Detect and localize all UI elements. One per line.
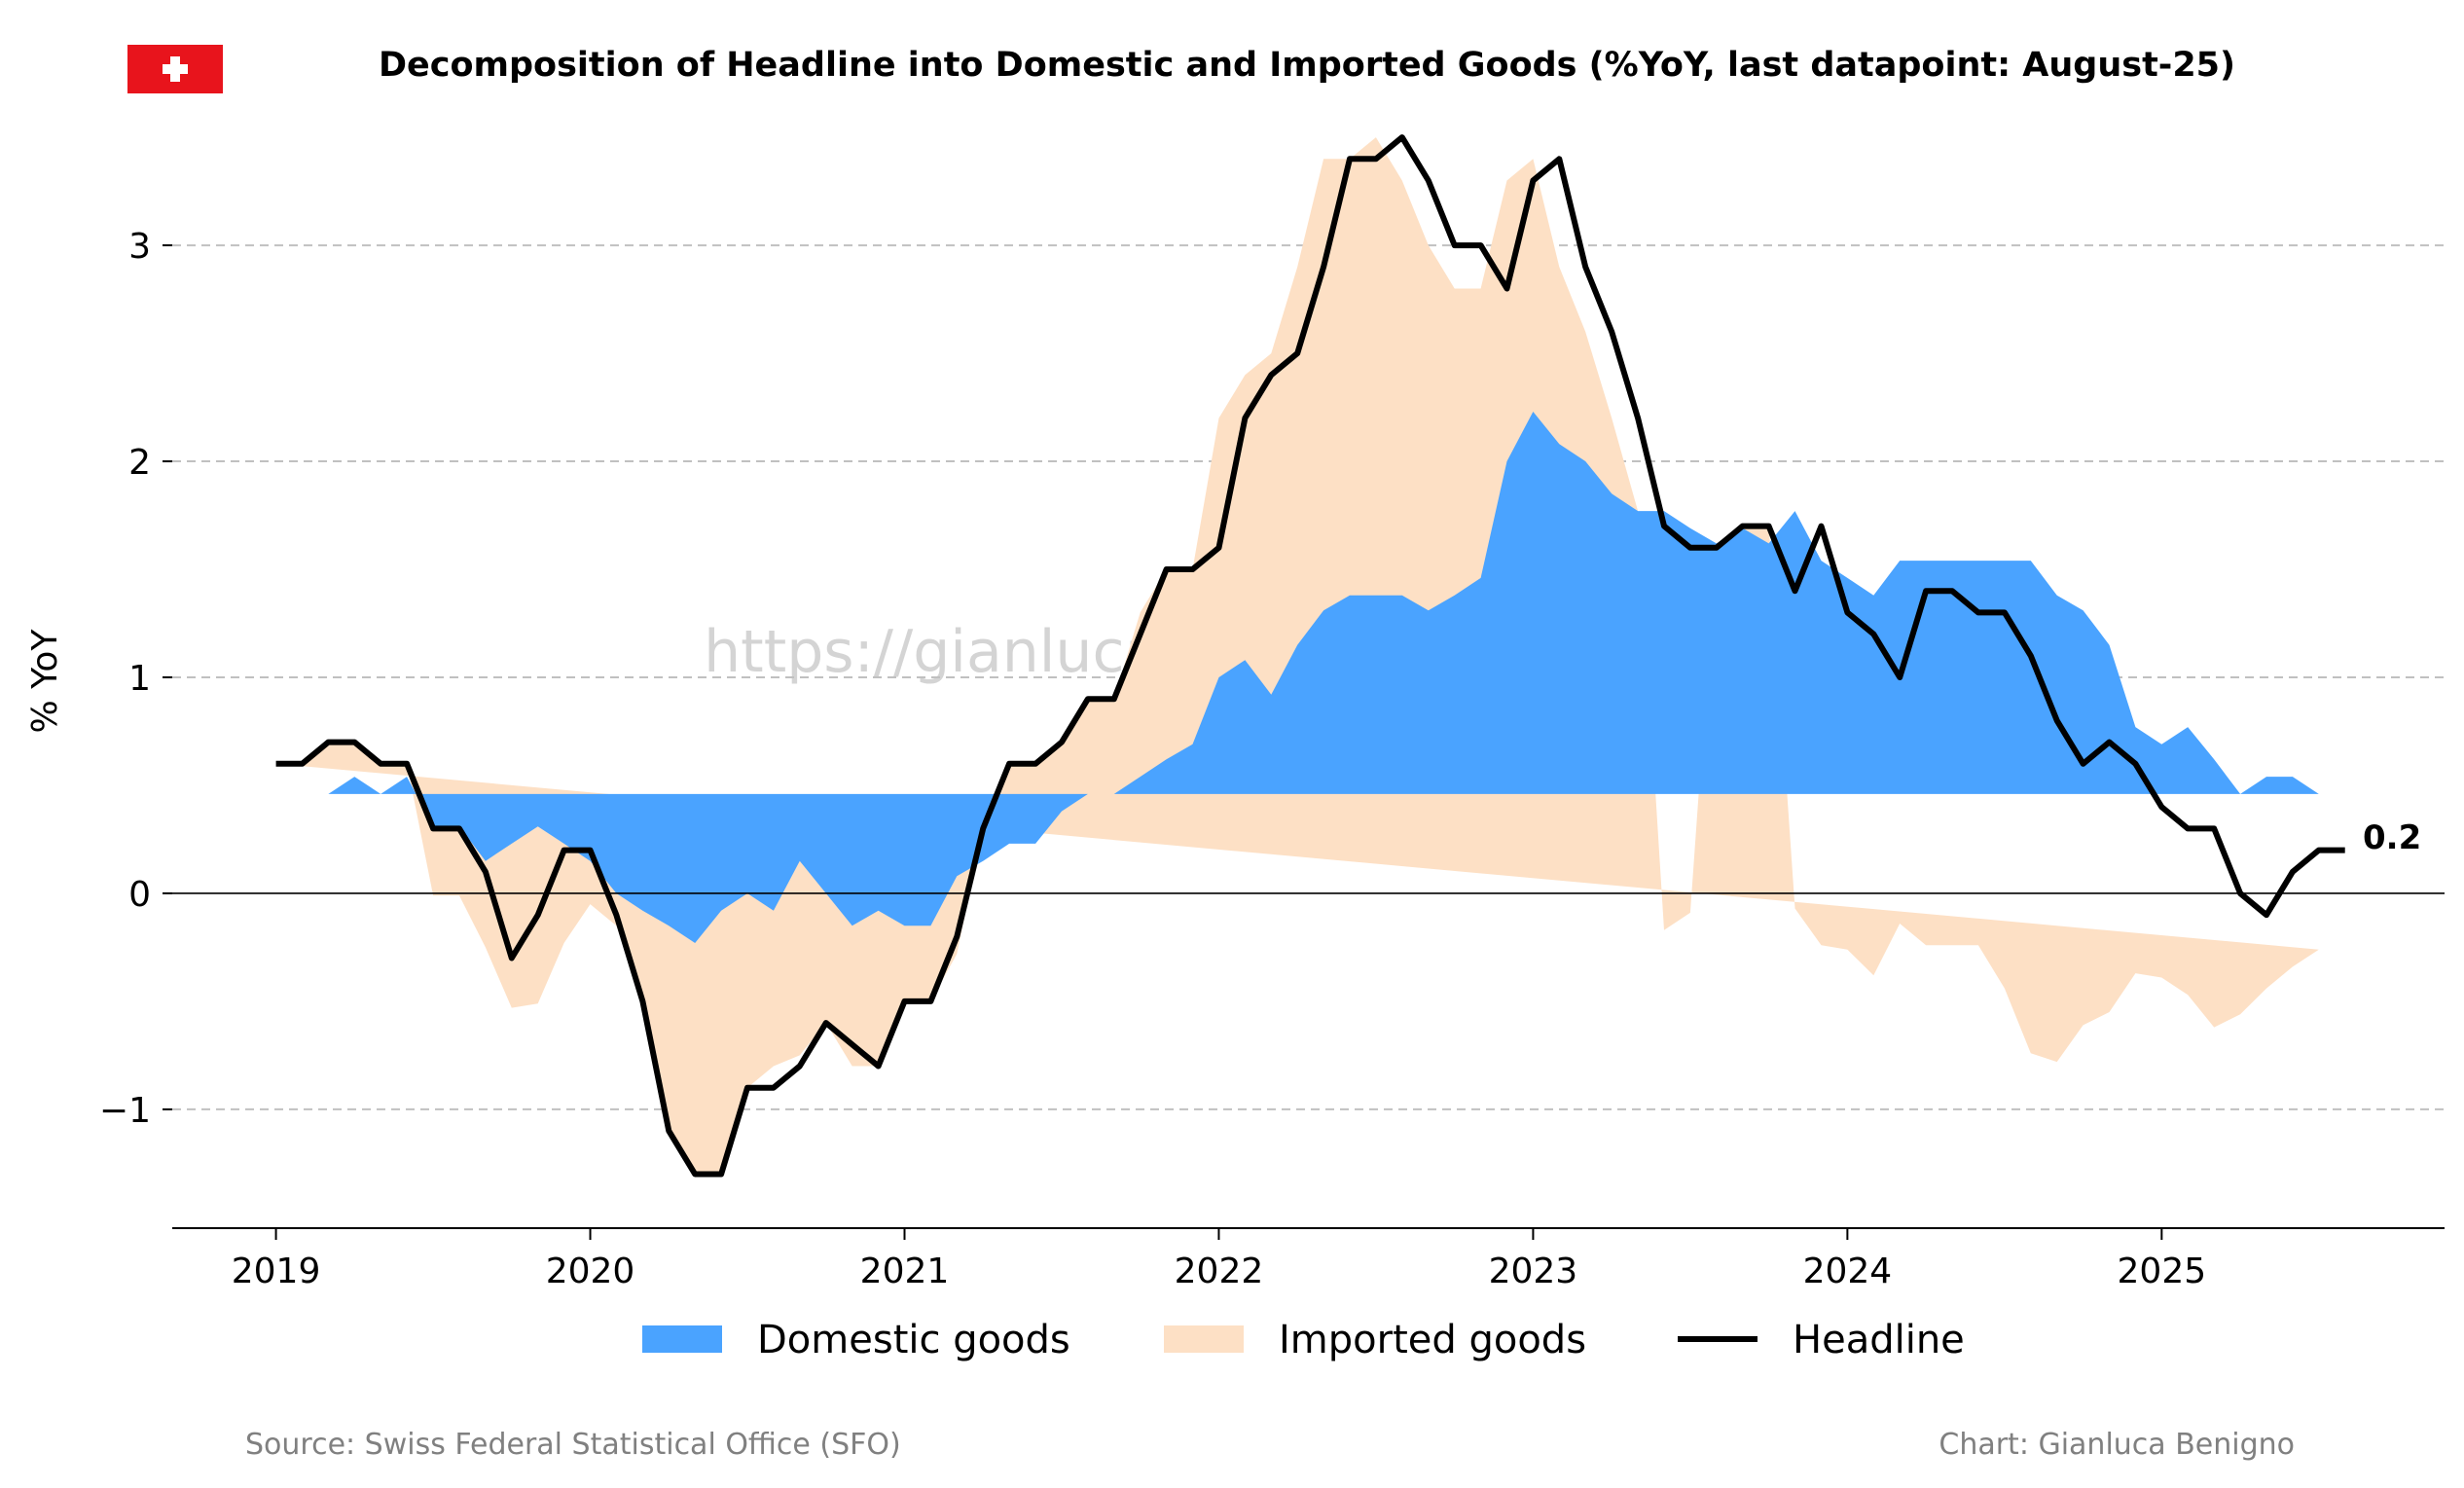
x-tick-label: 2019: [232, 1252, 321, 1291]
y-tick-label: 3: [128, 227, 151, 267]
legend-label-imported: Imported goods: [1279, 1318, 1586, 1362]
y-tick-label: −1: [99, 1091, 151, 1131]
x-tick-label: 2024: [1803, 1252, 1893, 1291]
chart-title: Decomposition of Headline into Domestic …: [379, 46, 2235, 85]
legend-label-headline: Headline: [1793, 1318, 1965, 1362]
x-tick-label: 2022: [1175, 1252, 1264, 1291]
flag-cross-horizontal: [163, 64, 188, 74]
source-note: Source: Swiss Federal Statistical Office…: [245, 1428, 901, 1462]
legend-swatch-imported: [1164, 1325, 1244, 1353]
chart-credit: Chart: Gianluca Benigno: [1939, 1428, 2295, 1462]
x-tick-label: 2020: [546, 1252, 635, 1291]
legend-label-domestic: Domestic goods: [757, 1318, 1070, 1362]
domestic-goods-area: [275, 412, 2319, 943]
x-tick-label: 2025: [2118, 1252, 2207, 1291]
headline-line-layer: [275, 134, 2345, 1178]
x-tick-label: 2021: [860, 1252, 950, 1291]
legend: Domestic goods Imported goods Headline: [642, 1318, 1965, 1362]
axes: −1 0 1 2 3 2019 2020 2021 2022 2023 2024 2025: [99, 227, 2445, 1291]
y-tick-label: 0: [128, 875, 151, 915]
y-axis-label: % YoY: [25, 629, 65, 734]
y-tick-label: 2: [128, 443, 151, 483]
stacked-areas: [275, 137, 2319, 1175]
last-value-label: 0.2: [2363, 818, 2421, 857]
x-tick-label: 2023: [1489, 1252, 1578, 1291]
swiss-flag-icon: [127, 45, 223, 93]
y-tick-label: 1: [128, 659, 151, 699]
headline-line: [275, 134, 2345, 1178]
legend-swatch-domestic: [642, 1325, 722, 1353]
